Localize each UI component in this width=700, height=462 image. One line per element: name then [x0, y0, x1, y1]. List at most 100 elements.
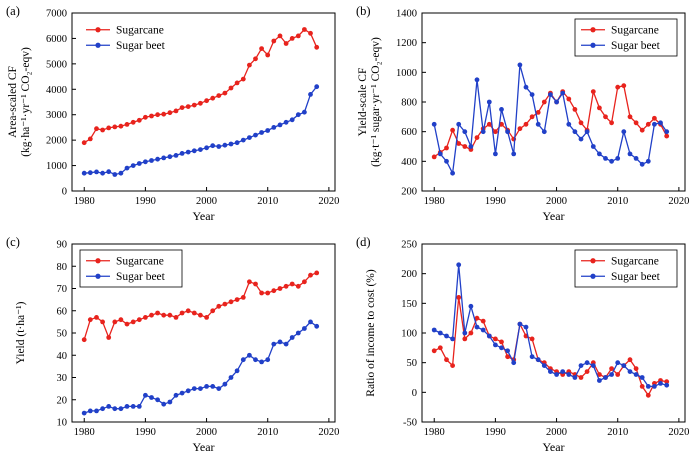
data-point-marker [517, 62, 523, 68]
data-point-marker [94, 315, 99, 320]
legend-label: Sugar beet [116, 40, 166, 52]
data-point-marker [486, 121, 492, 127]
data-point-marker [529, 92, 535, 97]
data-point-marker [505, 354, 510, 360]
legend: Sugarcane Sugar beet [574, 18, 678, 57]
data-point-marker [210, 143, 216, 149]
data-point-marker [289, 281, 295, 287]
x-tick-label: 1990 [485, 427, 506, 438]
data-point-marker [474, 77, 480, 83]
data-point-marker [155, 112, 161, 118]
data-point-marker [179, 105, 185, 110]
data-point-marker [652, 121, 657, 127]
data-point-marker [652, 384, 657, 389]
data-point-marker [228, 375, 234, 380]
y-tick-label: 10 [57, 418, 68, 429]
y-tick-label: 20 [57, 395, 68, 406]
data-point-marker [112, 406, 118, 412]
data-point-marker [222, 142, 228, 148]
data-point-marker [541, 129, 547, 135]
data-point-marker [124, 321, 130, 327]
y-tick-label: 30 [57, 373, 68, 384]
data-point-marker [143, 159, 148, 165]
line-chart-svg-d: (d) 1980 1990 2000 2010 2020 -50 0 50 100 150 200 25… [356, 235, 689, 454]
data-point-marker [529, 336, 535, 342]
data-point-marker [308, 272, 313, 278]
data-point-marker [283, 283, 289, 289]
data-point-marker [554, 372, 559, 377]
data-point-marker [130, 319, 136, 325]
x-tick-label: 1980 [424, 196, 445, 207]
x-tick-label: 2020 [318, 427, 339, 438]
data-point-marker [597, 105, 602, 111]
data-point-marker [572, 107, 578, 112]
data-point-marker [621, 83, 627, 89]
data-point-marker [444, 333, 449, 339]
x-tick-label: 2010 [257, 196, 278, 207]
series-line-sugar-beet [83, 321, 318, 414]
data-point-marker [314, 323, 320, 329]
data-point-marker [222, 381, 228, 387]
data-point-marker [259, 359, 264, 365]
data-point-marker [106, 335, 112, 340]
data-point-marker [431, 348, 437, 354]
y-tick-label: 90 [57, 240, 68, 251]
chart-panel-c: (c) 1980 1990 2000 2010 2020 10 20 30 40 50 60 70 80 9… [0, 231, 350, 462]
x-axis-title: Year [192, 440, 214, 454]
data-point-marker [486, 99, 492, 105]
data-point-marker [240, 76, 246, 82]
data-point-marker [450, 127, 455, 133]
data-point-marker [136, 117, 142, 123]
data-point-marker [271, 288, 277, 294]
data-point-marker [155, 310, 161, 316]
y-axis-title: (kg·ha⁻¹·yr⁻¹ CO₂-eqv) [20, 47, 32, 157]
data-point-marker [240, 137, 246, 143]
data-point-marker [155, 397, 161, 403]
data-point-marker [456, 295, 462, 300]
data-point-marker [265, 290, 271, 296]
data-point-marker [277, 339, 283, 345]
data-point-marker [462, 336, 468, 342]
data-point-marker [149, 395, 154, 400]
chart-panel-d: (d) 1980 1990 2000 2010 2020 -50 0 50 100 150 200 25… [350, 231, 700, 462]
data-point-marker [228, 85, 234, 91]
data-point-marker [633, 366, 639, 371]
data-point-marker [621, 129, 627, 135]
data-point-marker [143, 114, 148, 120]
x-tick-label: 1990 [135, 196, 156, 207]
data-point-marker [185, 149, 191, 155]
data-point-marker [523, 121, 529, 127]
data-point-marker [149, 312, 154, 318]
data-point-marker [541, 99, 547, 105]
data-point-marker [210, 308, 216, 314]
x-tick-label: 1990 [135, 427, 156, 438]
data-point-marker [216, 386, 222, 391]
legend: Sugarcane Sugar beet [574, 249, 678, 288]
data-point-marker [136, 161, 142, 166]
data-point-marker [444, 357, 449, 363]
data-point-marker [566, 121, 572, 127]
data-point-marker [277, 286, 283, 291]
data-point-marker [664, 379, 670, 385]
data-point-marker [161, 155, 167, 161]
data-point-marker [228, 299, 234, 305]
data-point-marker [603, 375, 608, 380]
data-point-marker [664, 133, 670, 139]
data-point-marker [271, 341, 277, 347]
panel-label: (a) [6, 4, 20, 18]
data-point-marker [283, 119, 289, 125]
data-point-marker [118, 317, 124, 323]
data-point-marker [277, 33, 283, 39]
data-point-marker [112, 124, 118, 130]
data-point-marker [590, 144, 596, 149]
data-point-marker [499, 107, 504, 112]
data-point-marker [185, 104, 191, 109]
y-tick-label: 1000 [396, 68, 417, 79]
legend-marker [590, 258, 596, 264]
data-point-marker [578, 363, 584, 368]
data-point-marker [81, 170, 87, 176]
y-tick-label: 40 [57, 351, 68, 362]
line-chart-svg-b: (b) 1980 1990 2000 2010 2020 200 400 600 800 1000 1… [356, 4, 689, 223]
data-point-marker [584, 360, 590, 366]
